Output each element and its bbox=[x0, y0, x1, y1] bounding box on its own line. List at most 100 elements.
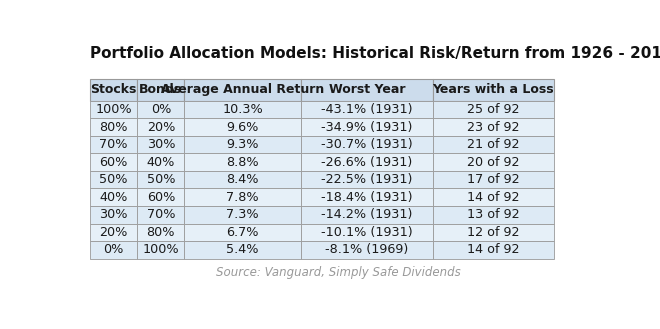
Text: 100%: 100% bbox=[96, 103, 132, 116]
Text: 20 of 92: 20 of 92 bbox=[467, 156, 519, 168]
Text: 9.6%: 9.6% bbox=[226, 120, 259, 134]
Text: -10.1% (1931): -10.1% (1931) bbox=[321, 226, 412, 239]
Text: -14.2% (1931): -14.2% (1931) bbox=[321, 208, 412, 221]
Bar bbox=[432, 118, 554, 136]
Text: -26.6% (1931): -26.6% (1931) bbox=[321, 156, 412, 168]
Bar bbox=[184, 241, 301, 259]
Bar bbox=[301, 101, 432, 118]
Bar bbox=[137, 79, 184, 101]
Bar bbox=[184, 223, 301, 241]
Bar bbox=[137, 171, 184, 189]
Bar bbox=[432, 189, 554, 206]
Bar bbox=[90, 241, 137, 259]
Bar bbox=[432, 223, 554, 241]
Text: Source: Vanguard, Simply Safe Dividends: Source: Vanguard, Simply Safe Dividends bbox=[216, 266, 461, 279]
Bar bbox=[137, 136, 184, 153]
Text: Average Annual Return: Average Annual Return bbox=[161, 83, 324, 96]
Text: 40%: 40% bbox=[147, 156, 175, 168]
Text: Stocks: Stocks bbox=[90, 83, 137, 96]
Text: 8.8%: 8.8% bbox=[226, 156, 259, 168]
Bar bbox=[137, 189, 184, 206]
Text: 70%: 70% bbox=[147, 208, 175, 221]
Text: 7.3%: 7.3% bbox=[226, 208, 259, 221]
Bar bbox=[90, 101, 137, 118]
Text: Worst Year: Worst Year bbox=[329, 83, 405, 96]
Text: 5.4%: 5.4% bbox=[226, 243, 259, 256]
Text: 7.8%: 7.8% bbox=[226, 191, 259, 204]
Bar bbox=[432, 136, 554, 153]
Bar bbox=[90, 136, 137, 153]
Bar bbox=[432, 153, 554, 171]
Text: 100%: 100% bbox=[143, 243, 179, 256]
Bar bbox=[432, 206, 554, 223]
Bar bbox=[90, 79, 137, 101]
Bar bbox=[301, 79, 432, 101]
Bar bbox=[301, 171, 432, 189]
Bar bbox=[184, 206, 301, 223]
Text: 40%: 40% bbox=[100, 191, 128, 204]
Bar bbox=[137, 223, 184, 241]
Text: 14 of 92: 14 of 92 bbox=[467, 243, 519, 256]
Text: Bonds: Bonds bbox=[139, 83, 182, 96]
Text: 10.3%: 10.3% bbox=[222, 103, 263, 116]
Bar bbox=[432, 101, 554, 118]
Bar bbox=[301, 118, 432, 136]
Bar bbox=[184, 153, 301, 171]
Bar bbox=[184, 136, 301, 153]
Text: 21 of 92: 21 of 92 bbox=[467, 138, 519, 151]
Text: 50%: 50% bbox=[100, 173, 128, 186]
Text: -34.9% (1931): -34.9% (1931) bbox=[321, 120, 412, 134]
Text: Portfolio Allocation Models: Historical Risk/Return from 1926 - 2017: Portfolio Allocation Models: Historical … bbox=[90, 46, 660, 61]
Bar bbox=[137, 118, 184, 136]
Text: 60%: 60% bbox=[100, 156, 128, 168]
Bar bbox=[90, 189, 137, 206]
Text: -30.7% (1931): -30.7% (1931) bbox=[321, 138, 412, 151]
Bar bbox=[432, 79, 554, 101]
Text: 80%: 80% bbox=[100, 120, 128, 134]
Bar bbox=[137, 241, 184, 259]
Text: 50%: 50% bbox=[147, 173, 175, 186]
Text: 30%: 30% bbox=[147, 138, 175, 151]
Bar bbox=[90, 206, 137, 223]
Text: 80%: 80% bbox=[147, 226, 175, 239]
Bar bbox=[184, 118, 301, 136]
Text: 13 of 92: 13 of 92 bbox=[467, 208, 519, 221]
Bar bbox=[301, 153, 432, 171]
Text: -43.1% (1931): -43.1% (1931) bbox=[321, 103, 412, 116]
Bar bbox=[90, 118, 137, 136]
Bar bbox=[301, 206, 432, 223]
Bar bbox=[432, 171, 554, 189]
Bar bbox=[184, 189, 301, 206]
Text: 12 of 92: 12 of 92 bbox=[467, 226, 519, 239]
Text: 0%: 0% bbox=[150, 103, 171, 116]
Text: -8.1% (1969): -8.1% (1969) bbox=[325, 243, 409, 256]
Text: 25 of 92: 25 of 92 bbox=[467, 103, 519, 116]
Text: -22.5% (1931): -22.5% (1931) bbox=[321, 173, 412, 186]
Bar bbox=[90, 171, 137, 189]
Bar bbox=[90, 223, 137, 241]
Text: 23 of 92: 23 of 92 bbox=[467, 120, 519, 134]
Bar bbox=[184, 101, 301, 118]
Text: 70%: 70% bbox=[100, 138, 128, 151]
Bar bbox=[184, 171, 301, 189]
Bar bbox=[301, 241, 432, 259]
Bar bbox=[137, 101, 184, 118]
Text: 60%: 60% bbox=[147, 191, 175, 204]
Text: 0%: 0% bbox=[104, 243, 124, 256]
Text: 20%: 20% bbox=[147, 120, 175, 134]
Text: 8.4%: 8.4% bbox=[226, 173, 259, 186]
Text: 9.3%: 9.3% bbox=[226, 138, 259, 151]
Bar bbox=[184, 79, 301, 101]
Text: 20%: 20% bbox=[100, 226, 128, 239]
Text: 17 of 92: 17 of 92 bbox=[467, 173, 519, 186]
Text: 30%: 30% bbox=[100, 208, 128, 221]
Bar bbox=[137, 206, 184, 223]
Bar bbox=[137, 153, 184, 171]
Text: Years with a Loss: Years with a Loss bbox=[432, 83, 554, 96]
Bar bbox=[432, 241, 554, 259]
Bar bbox=[301, 189, 432, 206]
Bar bbox=[90, 153, 137, 171]
Bar bbox=[301, 136, 432, 153]
Bar bbox=[301, 223, 432, 241]
Text: -18.4% (1931): -18.4% (1931) bbox=[321, 191, 412, 204]
